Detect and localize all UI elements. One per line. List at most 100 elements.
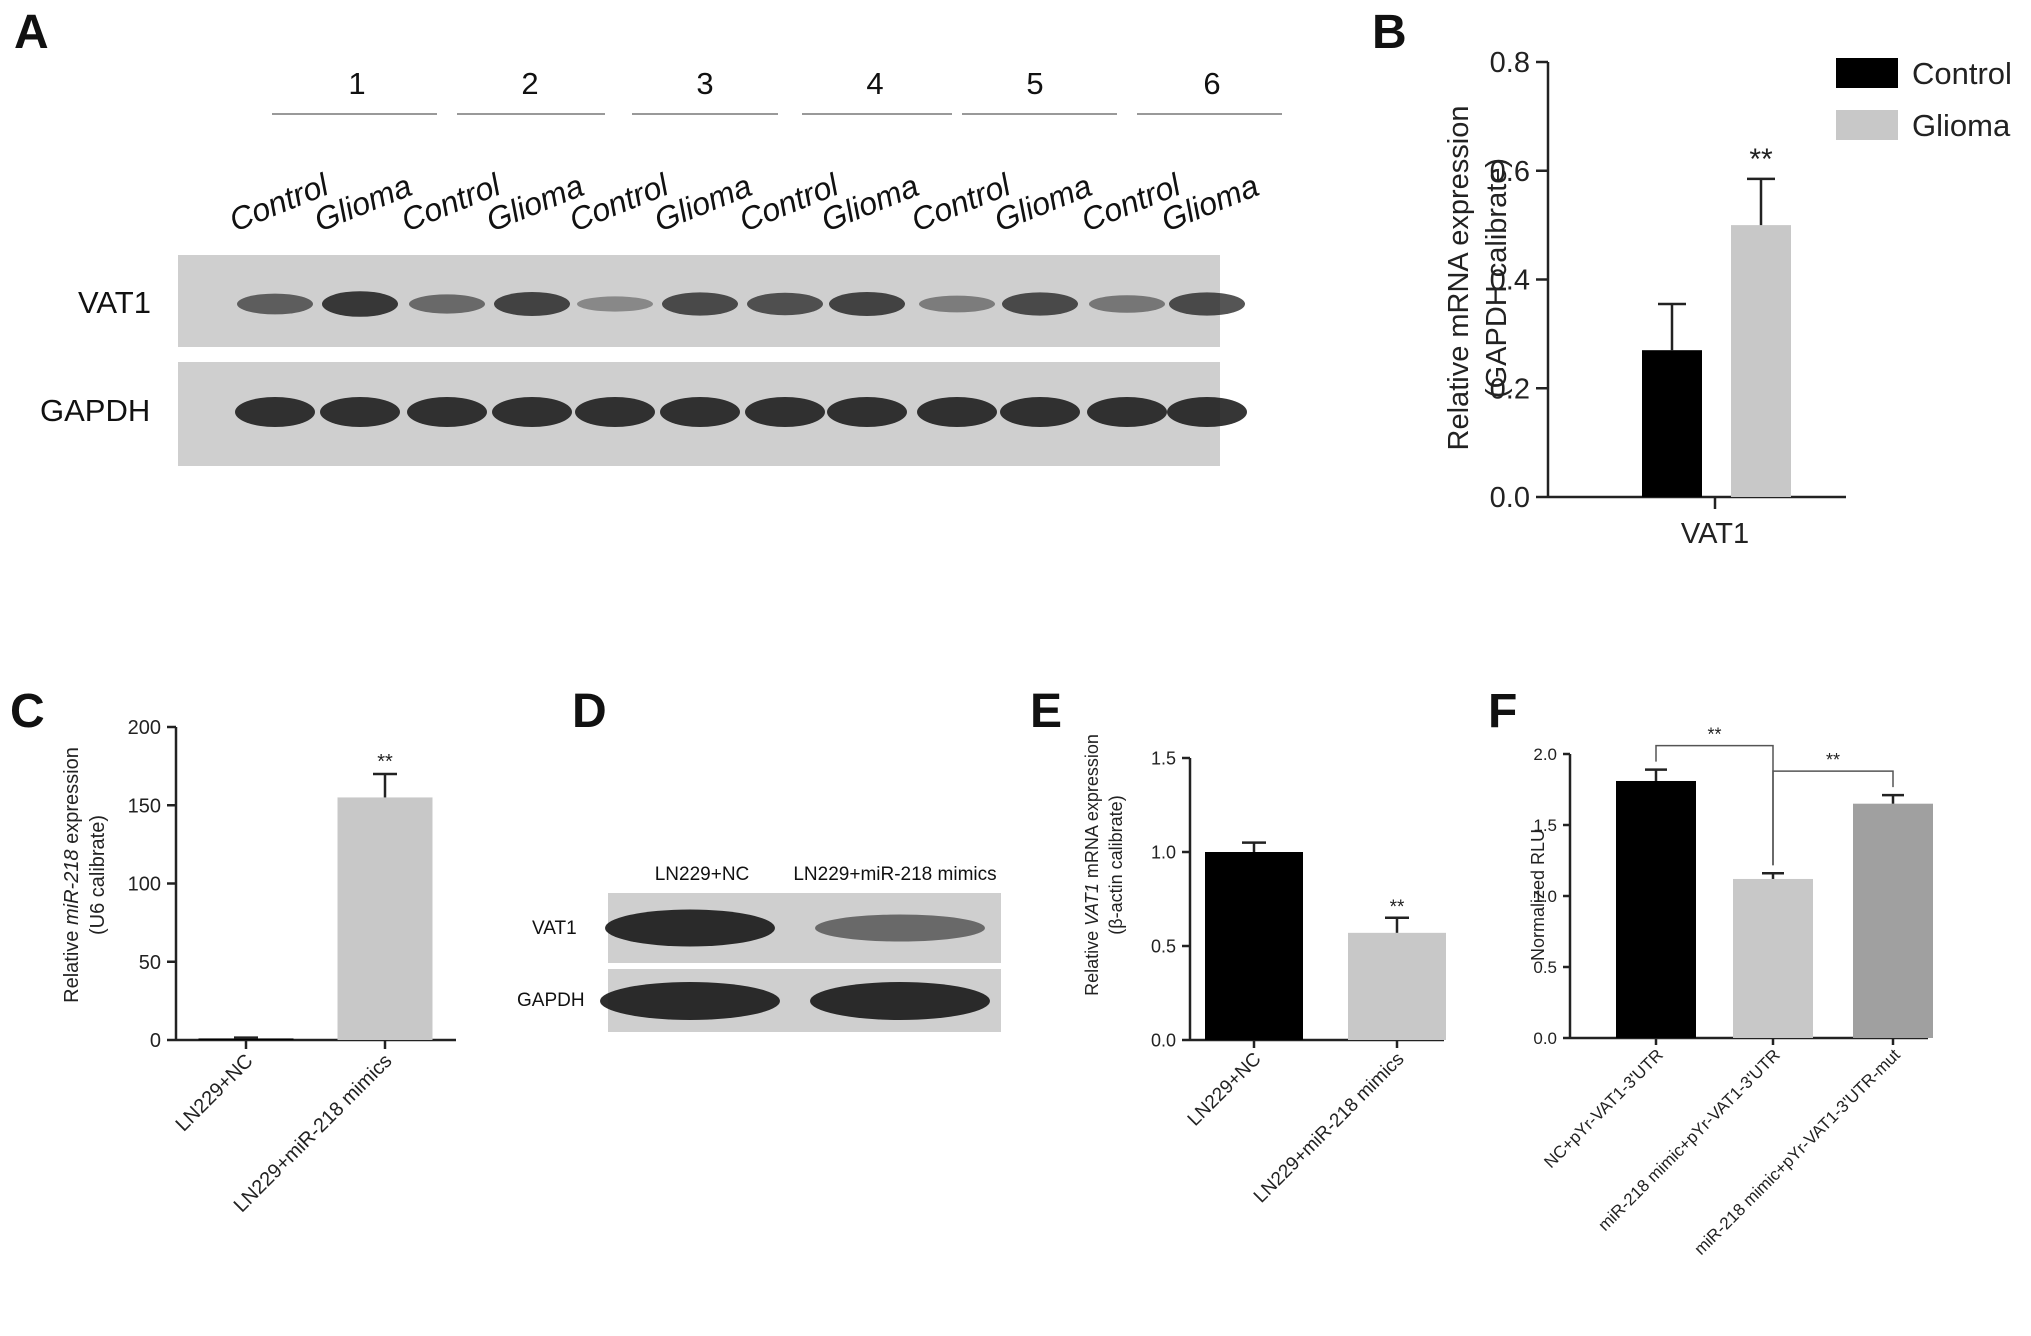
gapdh-band: [660, 397, 740, 427]
group-labels: 1 2 3 4 5 6: [272, 66, 1282, 115]
chart-c-cat0-bar: [198, 1038, 294, 1040]
chart-b-y-tick-label: 0.2: [1490, 373, 1530, 405]
legend-label-control: Control: [1912, 56, 2012, 91]
blot-bands: [235, 291, 1247, 427]
gapdh-band: [320, 397, 400, 427]
chart-f-y-tick-label: 0.5: [1533, 958, 1557, 977]
panel-d-western-blot: D LN229+NC LN229+miR-218 mimics VAT1 GAP…: [517, 685, 1001, 1032]
chart-f-y-tick-label: 2.0: [1533, 745, 1557, 764]
chart-c-y-tick-label: 50: [139, 952, 161, 974]
chart-f-significance-label: **: [1826, 750, 1840, 770]
group-label: 6: [1203, 66, 1220, 101]
group-label: 2: [521, 66, 538, 101]
panel-letter-a: A: [14, 6, 49, 59]
vat1-band: [322, 291, 398, 317]
chart-f-x-tick-label: NC+pYr-VAT1-3'UTR: [1540, 1045, 1666, 1171]
vat1-band: [409, 294, 485, 314]
panel-b-chart: B 0.0 0.2 0.4 0.6 0.8 ** Relative mRNA expre…: [1372, 6, 2012, 550]
vat1-band: [1002, 292, 1078, 316]
chart-f-y-tick-label: 1.0: [1533, 887, 1557, 906]
group-label: 5: [1026, 66, 1043, 101]
vat1-band: [919, 295, 995, 313]
panel-letter-e: E: [1030, 685, 1062, 738]
vat1-band: [577, 296, 653, 312]
panel-a-western-blot: A 1 2 3 4 5 6 ControlGliomaControlGliomaContr…: [14, 6, 1282, 466]
vat1-band: [747, 292, 823, 316]
row-label-vat1: VAT1: [78, 285, 151, 320]
chart-e-y-tick-label: 1.0: [1151, 842, 1176, 862]
chart-e-y-tick-label: 0.5: [1151, 936, 1176, 956]
group-label: 4: [866, 66, 883, 101]
gapdh-band: [827, 397, 907, 427]
chart-e-x-tick-label: LN229+miR-218 mimics: [1250, 1049, 1409, 1208]
chart-c-marks: **: [198, 751, 433, 1040]
chart-c-significance: **: [377, 751, 393, 773]
chart-c-cat1-bar: [337, 797, 433, 1040]
chart-c-y-tick-label: 150: [128, 795, 161, 817]
gapdh-band: [407, 397, 487, 427]
panel-letter-c: C: [10, 685, 45, 738]
chart-b-glioma-bar: [1731, 225, 1791, 497]
chart-f-significance-bracket: [1772, 770, 1894, 866]
chart-b-ylabel-line2: (GAPDH calibrate): [1481, 158, 1513, 398]
chart-c-x-tick-label: LN229+NC: [172, 1050, 258, 1136]
gapdh-band: [575, 397, 655, 427]
chart-e-cat0-bar: [1205, 852, 1303, 1040]
chart-f-cat2-bar: [1853, 803, 1933, 1038]
chart-b-control-bar: [1642, 350, 1702, 497]
chart-e-ylabel-line2: (β-actin calibrate): [1106, 795, 1126, 934]
vat1-band: [662, 292, 738, 316]
vat1-band: [1089, 295, 1165, 313]
chart-e-cat1-bar: [1348, 932, 1446, 1040]
chart-e-ylabel-line1: Relative VAT1 mRNA expression: [1082, 734, 1102, 996]
gapdh-band: [1167, 397, 1247, 427]
chart-c-y-tick-label: 100: [128, 874, 161, 896]
chart-f-significance-label: **: [1707, 725, 1721, 745]
chart-f-cat1-bar: [1733, 878, 1813, 1038]
legend-label-glioma: Glioma: [1912, 108, 2011, 143]
chart-e-x-tick-label: LN229+NC: [1184, 1049, 1266, 1131]
group-label: 3: [696, 66, 713, 101]
d-gapdh-band: [810, 982, 990, 1020]
chart-c-y-tick-label: 200: [128, 717, 161, 739]
chart-f-cat0-bar: [1616, 780, 1696, 1038]
legend-swatch-control: [1836, 58, 1898, 88]
d-vat1-band: [605, 909, 775, 947]
chart-f-x-tick-label: miR-218 mimic+pYr-VAT1-3'UTR-mut: [1691, 1045, 1905, 1259]
chart-c-y-tick-label: 0: [150, 1030, 161, 1052]
vat1-band: [829, 292, 905, 316]
chart-f-y-tick-label: 0.0: [1533, 1029, 1557, 1048]
row-label-gapdh: GAPDH: [40, 393, 150, 428]
chart-b-marks: **: [1642, 143, 1791, 497]
vat1-band: [1169, 292, 1245, 316]
chart-e-y-tick-label: 0.0: [1151, 1030, 1176, 1050]
lane-label-mimics: LN229+miR-218 mimics: [793, 864, 996, 885]
chart-f-ylabel: Normalized RLU: [1528, 829, 1548, 961]
group-label: 1: [348, 66, 365, 101]
gapdh-band: [235, 397, 315, 427]
legend-swatch-glioma: [1836, 110, 1898, 140]
gapdh-band: [492, 397, 572, 427]
d-row-label-gapdh: GAPDH: [517, 990, 585, 1011]
chart-e-y-tick-label: 1.5: [1151, 748, 1176, 768]
d-row-label-vat1: VAT1: [532, 918, 577, 939]
d-blot-bands: [600, 909, 990, 1020]
d-vat1-band: [815, 914, 985, 942]
panel-f-chart: F 0.0 0.5 1.0 1.5 2.0 NC+pYr-VAT1-3'UTRmiR-21…: [1488, 685, 1933, 1259]
chart-e-significance: **: [1390, 897, 1405, 918]
vat1-band: [237, 293, 313, 315]
gapdh-band: [917, 397, 997, 427]
chart-c-ylabel-line1: Relative miR-218 expression: [61, 747, 83, 1003]
gapdh-band: [745, 397, 825, 427]
lane-labels: ControlGliomaControlGliomaControlGliomaC…: [224, 166, 1263, 238]
chart-b-y-tick-label: 0.0: [1490, 482, 1530, 514]
chart-f-marks: ** **: [1616, 725, 1933, 1038]
d-gapdh-band: [600, 982, 780, 1020]
panel-letter-f: F: [1488, 685, 1517, 738]
chart-b-y-tick-label: 0.4: [1490, 265, 1530, 297]
chart-b-xlabel: VAT1: [1681, 518, 1749, 550]
chart-b-ylabel-line1: Relative mRNA expression: [1443, 106, 1475, 451]
